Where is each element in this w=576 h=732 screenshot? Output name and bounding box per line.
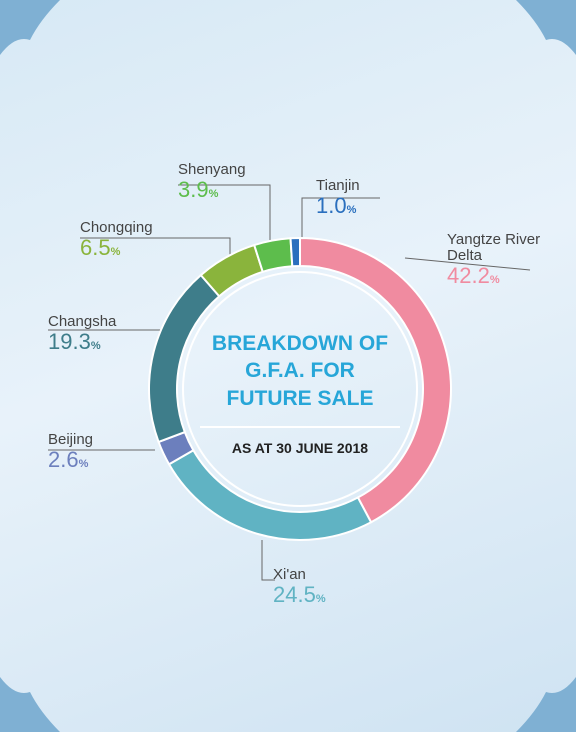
unit-label: % [490, 274, 500, 286]
category-label: Chongqing [80, 220, 190, 236]
unit-label: % [79, 458, 89, 470]
category-label: Tianjin [316, 178, 396, 194]
value-label: 2.6 [48, 447, 79, 472]
unit-label: % [316, 593, 326, 605]
divider [200, 426, 400, 428]
value-label: 3.9 [178, 177, 209, 202]
unit-label: % [111, 246, 121, 258]
category-label: Xi'an [273, 567, 373, 583]
category-label: Changsha [48, 314, 148, 330]
chart-subtitle: AS AT 30 JUNE 2018 [195, 440, 405, 456]
donut-segment [149, 275, 219, 442]
value-label: 42.2 [447, 263, 490, 288]
donut-segment [169, 450, 371, 540]
category-label: Yangtze River Delta [447, 232, 567, 264]
chart-title: BREAKDOWN OF G.F.A. FOR FUTURE SALE [210, 330, 390, 412]
value-label: 6.5 [80, 235, 111, 260]
category-label: Beijing [48, 432, 148, 448]
unit-label: % [209, 188, 219, 200]
unit-label: % [347, 204, 357, 216]
value-label: 1.0 [316, 193, 347, 218]
value-label: 19.3 [48, 329, 91, 354]
category-label: Shenyang [178, 162, 278, 178]
page: BREAKDOWN OF G.F.A. FOR FUTURE SALE AS A… [0, 0, 576, 732]
donut-segment [291, 238, 300, 266]
value-label: 24.5 [273, 582, 316, 607]
unit-label: % [91, 340, 101, 352]
